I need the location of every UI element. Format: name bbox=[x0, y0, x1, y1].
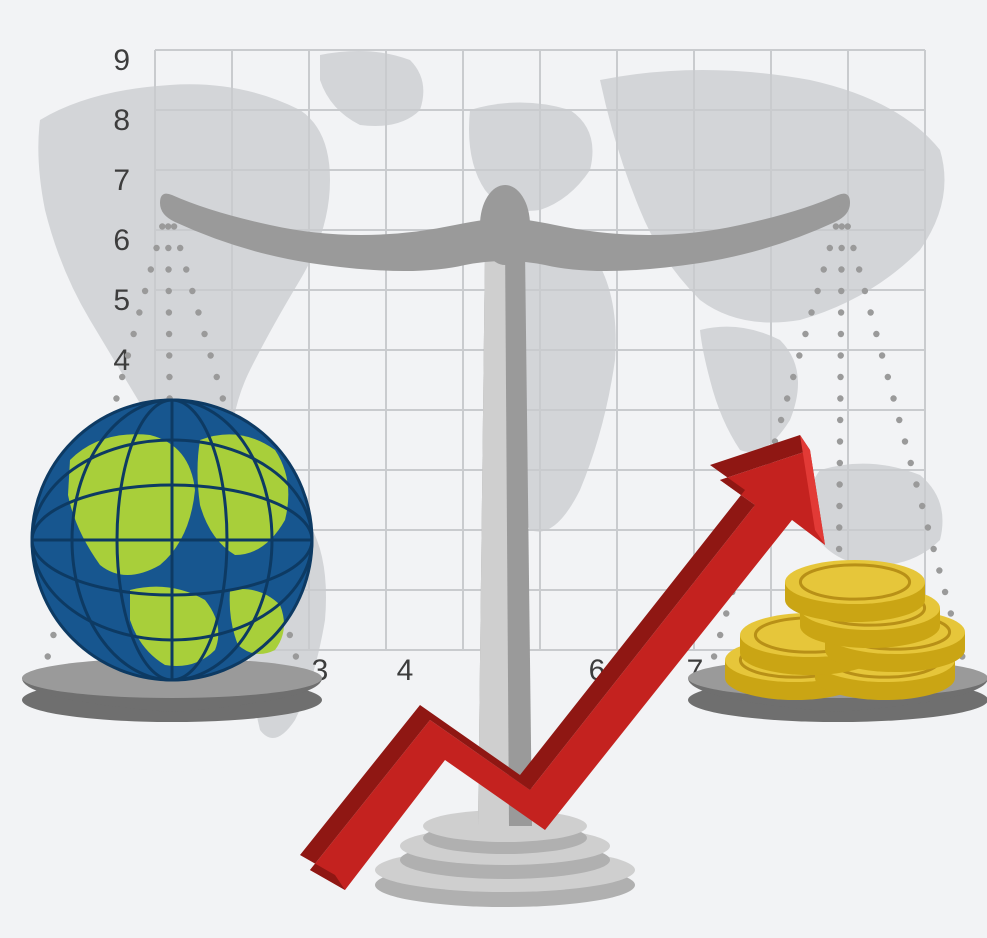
y-tick-label: 4 bbox=[113, 344, 130, 377]
scale-pillar bbox=[478, 185, 532, 826]
y-tick-label: 8 bbox=[113, 104, 130, 137]
infographic-root: 987654 34567 bbox=[0, 0, 987, 938]
infographic-svg: 987654 34567 bbox=[0, 0, 987, 938]
y-tick-label: 7 bbox=[113, 164, 130, 197]
y-tick-label: 6 bbox=[113, 224, 130, 257]
globe-icon bbox=[32, 400, 312, 680]
y-tick-label: 9 bbox=[113, 44, 130, 77]
y-tick-label: 5 bbox=[113, 284, 130, 317]
x-tick-label: 4 bbox=[397, 654, 414, 687]
